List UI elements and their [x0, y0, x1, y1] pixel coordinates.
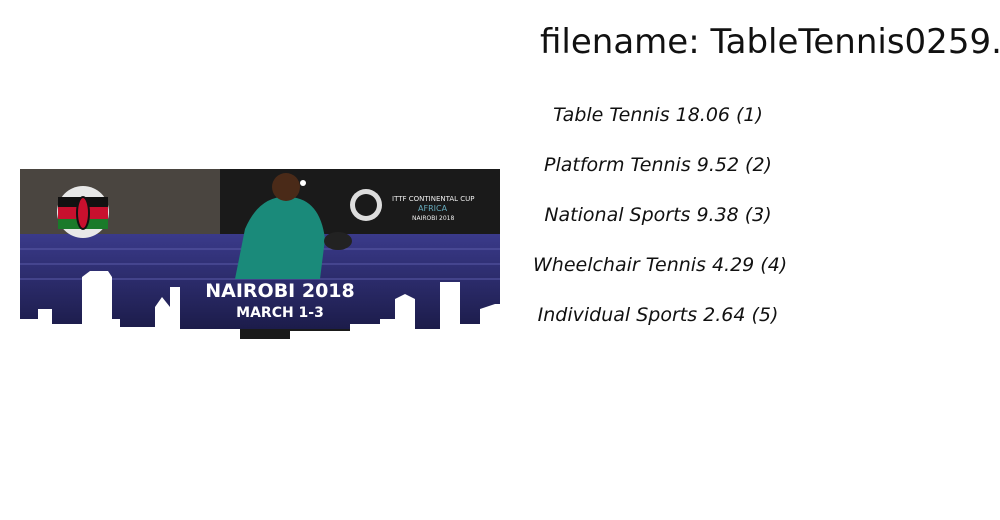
event-text: NAIROBI 2018 [412, 215, 454, 222]
prediction-label: National Sports [544, 204, 691, 226]
city-text: NAIROBI 2018 [205, 280, 355, 302]
prediction-rank: (4) [760, 254, 788, 276]
prediction-list: Table Tennis 18.06 (1) Platform Tennis 9.52(… [530, 100, 788, 350]
photo: ITTF CONTINENTAL CUP AFRICA NAIROBI 2018… [20, 169, 500, 351]
event-text: AFRICA [418, 204, 448, 213]
prediction-score: 2.64 [703, 304, 746, 326]
prediction-score: 9.38 [696, 204, 739, 226]
prediction-rank: (5) [751, 304, 779, 326]
prediction-row: Table Tennis 18.06 (1) [530, 100, 786, 150]
prediction-label: Wheelchair Tennis [533, 254, 706, 276]
prediction-label: Platform Tennis [544, 154, 691, 176]
prediction-rank: (3) [744, 204, 772, 226]
prediction-score: 9.52 [696, 154, 740, 176]
prediction-row: Wheelchair Tennis 4.29 (4) [530, 250, 788, 300]
filename-title: filename: TableTennis0259.jpg [540, 22, 1000, 62]
prediction-label: Table Tennis [553, 104, 670, 126]
prediction-rank: (2) [745, 154, 772, 176]
prediction-row: Individual Sports 2.64 (5) [530, 300, 786, 350]
prediction-row: National Sports 9.38 (3) [530, 200, 786, 250]
event-text: ITTF CONTINENTAL CUP [392, 195, 475, 203]
prediction-row: Platform Tennis 9.52 (2) [530, 150, 786, 200]
prediction-score: 4.29 [711, 254, 755, 276]
prediction-score: 18.06 [675, 104, 731, 126]
dates-text: MARCH 1-3 [236, 305, 324, 321]
prediction-label: Individual Sports [537, 304, 698, 326]
prediction-rank: (1) [736, 104, 763, 126]
